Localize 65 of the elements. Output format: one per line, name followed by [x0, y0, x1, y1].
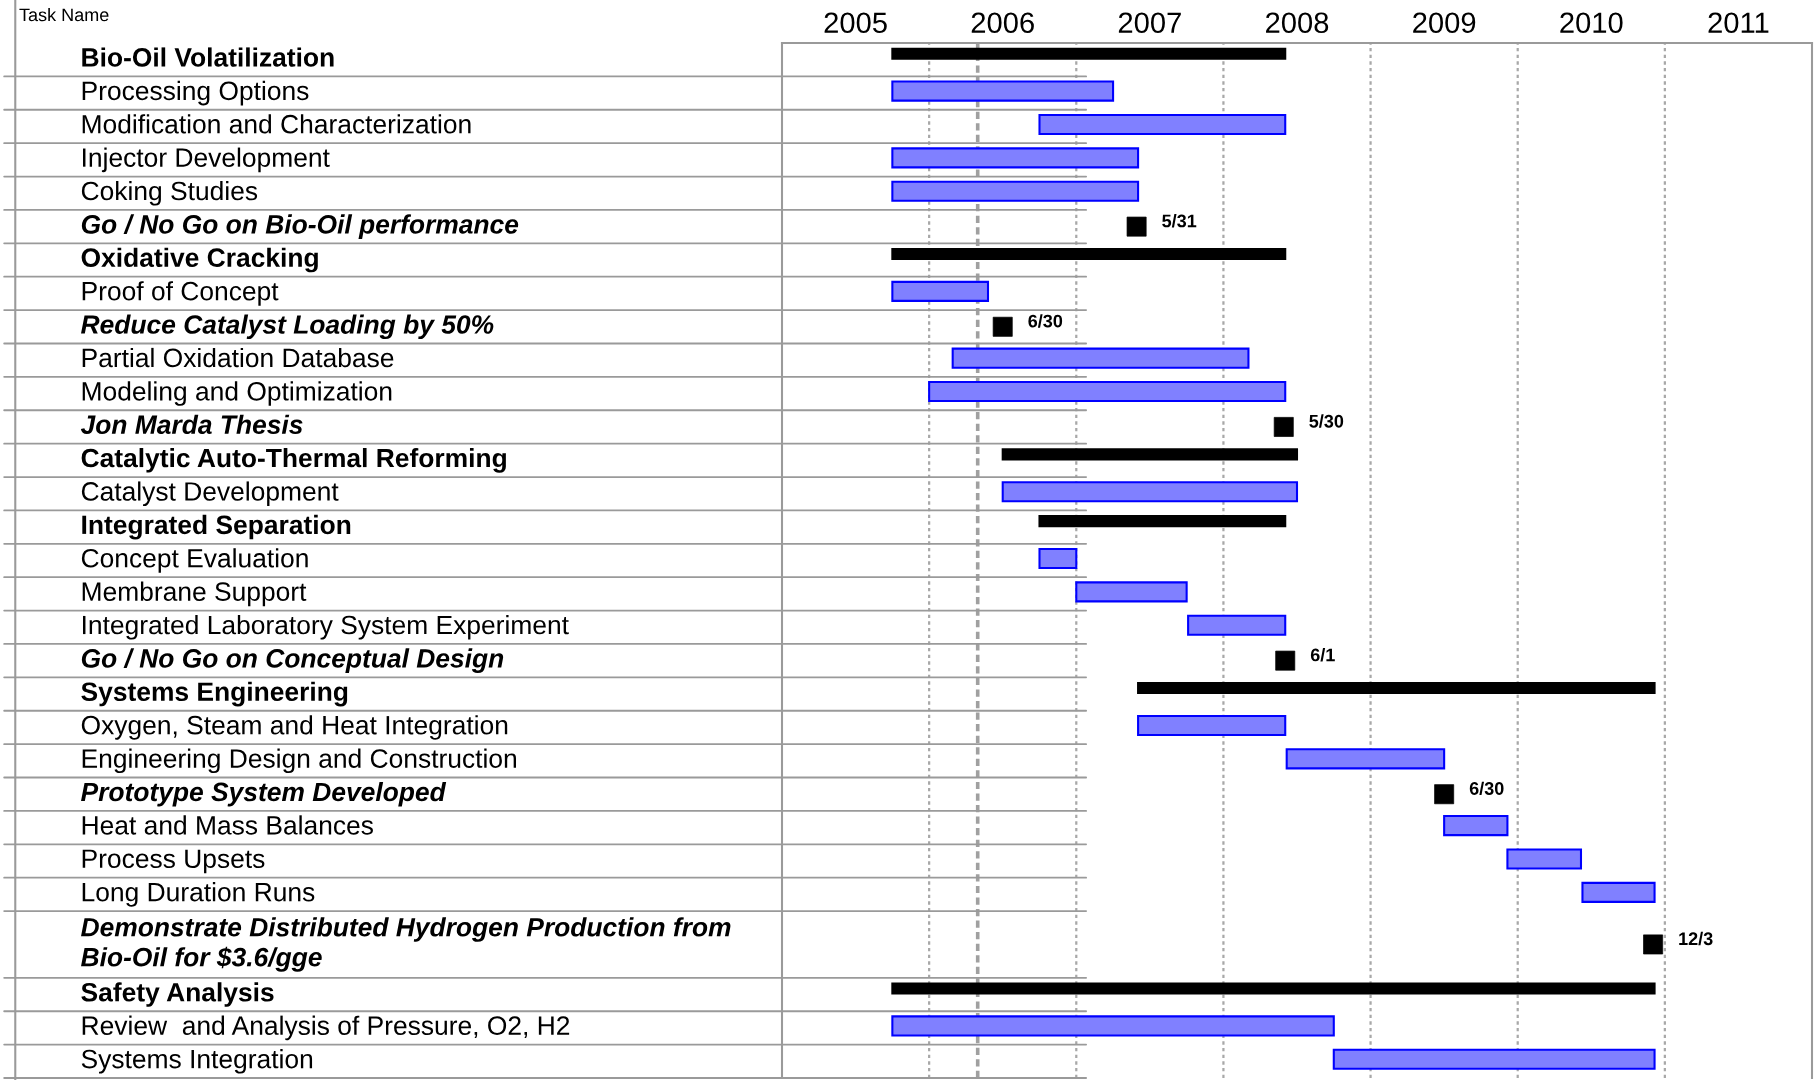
- bar: [1581, 881, 1656, 903]
- y-tick-label: Engineering Design and Construction: [82, 748, 516, 774]
- x-tick-label: 2005: [824, 12, 887, 34]
- y-tick-label: Integrated Laboratory System Experiment: [82, 614, 569, 640]
- y-tick-label: Long Duration Runs: [82, 882, 315, 907]
- bar: [1506, 848, 1583, 870]
- x-tick-label: 2009: [1413, 12, 1476, 34]
- bar: [1038, 113, 1287, 136]
- bar: [1443, 815, 1509, 837]
- y-tick-label: Go / No Go on Conceptual Design: [81, 648, 504, 673]
- y-tick-label: Injector Development: [82, 147, 330, 173]
- bar: [1001, 448, 1299, 461]
- y-tick-label: Oxidative Cracking: [81, 247, 318, 273]
- y-tick-label: Proof of Concept: [82, 281, 279, 306]
- bar: [928, 381, 1287, 403]
- y-tick-label: Jon Marda Thesis: [80, 414, 303, 435]
- y-tick-label: Modeling and Optimization: [82, 381, 392, 406]
- bar: [891, 280, 990, 302]
- bar: [1285, 748, 1446, 770]
- bar: [891, 147, 1140, 169]
- bar: [891, 80, 1115, 102]
- bar: [1038, 515, 1287, 528]
- y-tick-label: Go / No Go on Bio-Oil performance: [81, 214, 519, 239]
- y-tick-label: Coking Studies: [81, 180, 258, 206]
- y-tick-label: Reduce Catalyst Loading by 50%: [81, 314, 494, 340]
- y-tick-label: Review and Analysis of Pressure, O2, H2: [82, 1015, 570, 1041]
- y-tick-label: Modification and Characterization: [82, 114, 471, 134]
- y-tick-label: Oxygen, Steam and Heat Integration: [81, 715, 508, 740]
- bar: [1038, 547, 1078, 570]
- y-tick-label: Prototype System Developed: [81, 781, 447, 807]
- bar: [891, 180, 1140, 202]
- y-tick-label: Concept Evaluation: [81, 548, 308, 573]
- y-tick-label: Process Upsets: [82, 849, 265, 874]
- x-tick-label: 2006: [971, 12, 1034, 34]
- y-tick-label: Systems Integration: [81, 1049, 313, 1074]
- x-tick-label: 2010: [1560, 12, 1623, 34]
- data-label: 6/30: [1028, 314, 1063, 328]
- data-label: 5/31: [1162, 214, 1197, 228]
- bar: [1187, 614, 1287, 636]
- x-tick-label: 2011: [1708, 12, 1769, 34]
- bar: [1137, 681, 1656, 695]
- y-tick-label: Heat and Mass Balances: [82, 815, 373, 835]
- data-label: 6/1: [1310, 648, 1335, 662]
- y-tick-label: Integrated Separation: [82, 514, 351, 540]
- bar: [1075, 581, 1188, 603]
- data-label: 6/30: [1469, 781, 1504, 796]
- y-tick-label: Catalytic Auto-Thermal Reforming: [81, 447, 506, 473]
- y-tick-label: Membrane Support: [82, 581, 307, 607]
- x-tick-label: 2008: [1266, 12, 1329, 34]
- bar: [891, 247, 1287, 261]
- data-label: 5/30: [1309, 414, 1344, 428]
- y-tick-label: Systems Engineering: [81, 681, 348, 707]
- y-tick-label: Safety Analysis: [81, 982, 274, 1007]
- y-tick-label: Processing Options: [82, 80, 309, 106]
- bar: [1001, 481, 1299, 503]
- y-tick-label: Partial Oxidation Database: [82, 347, 394, 368]
- bar: [951, 347, 1250, 369]
- data-label: 12/3: [1679, 931, 1713, 946]
- bar: [891, 47, 1287, 60]
- bar: [1137, 714, 1287, 736]
- y-axis-title: Task Name: [19, 8, 109, 22]
- y-tick-label: Demonstrate Distributed Hydrogen Production from Bio-Oil for $3.6/gge: [81, 917, 731, 972]
- y-tick-label: Bio-Oil Volatilization: [82, 47, 334, 67]
- x-tick-label: 2007: [1118, 12, 1181, 34]
- y-tick-label: Catalyst Development: [81, 481, 339, 507]
